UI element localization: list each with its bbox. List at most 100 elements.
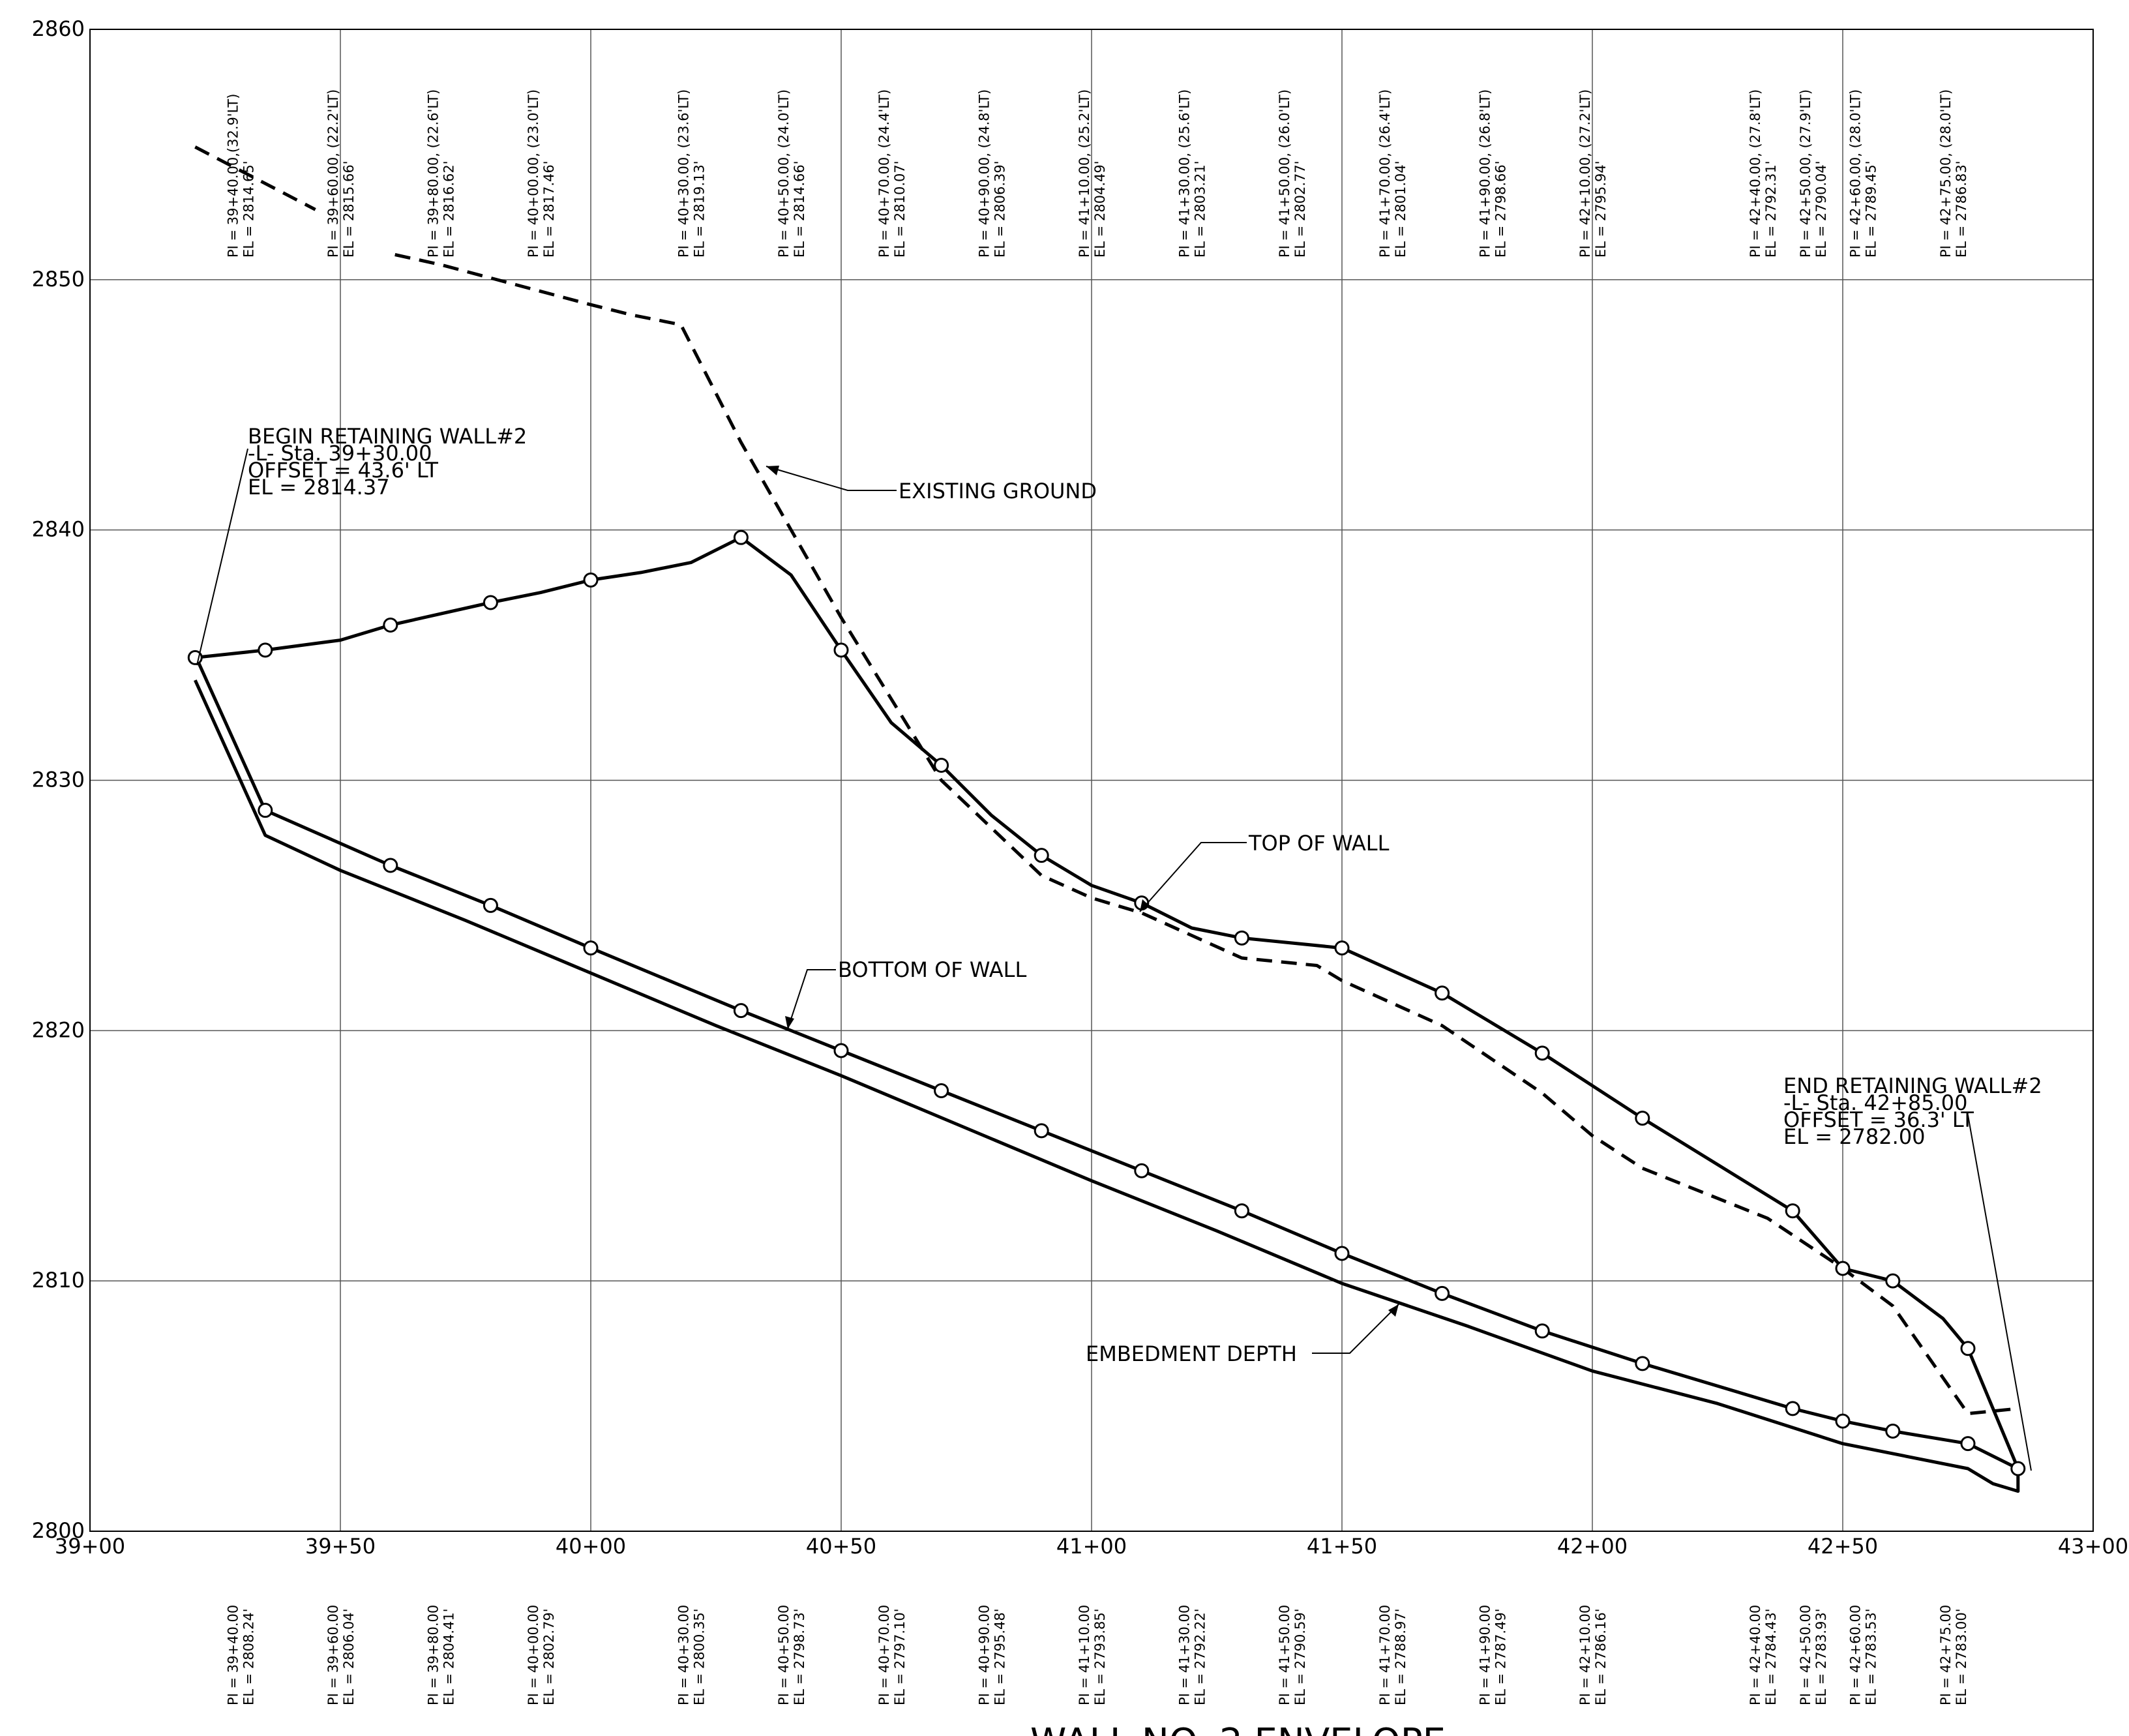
end-wall-line-1: END RETAINING WALL#2 [1783,1073,2042,1098]
begin-wall-line-3: OFFSET = 43.6' LT [248,458,438,483]
bottom-marker-0 [258,803,273,818]
bottom-pi-label-2: PI = 39+80.00 [426,1605,441,1705]
top-el-label-4: EL = 2819.13' [692,160,707,258]
y-tick-label-2: 2820 [32,1017,85,1042]
embedment-depth-note: EMBEDMENT DEPTH [1086,1304,1399,1366]
bottom-marker-7 [1034,1123,1049,1139]
top-el-label-13: EL = 2795.94' [1593,160,1609,258]
end-wall-note: END RETAINING WALL#2 -L- Sta. 42+85.00 O… [1783,1073,2042,1471]
bottom-marker-5 [833,1043,849,1058]
top-el-label-15: EL = 2790.04' [1813,160,1829,258]
bottom-el-label-3: EL = 2802.79' [541,1608,557,1705]
top-marker-4 [583,572,599,588]
x-tick-label-6: 42+00 [1557,1534,1628,1559]
bottom-pi-label-15: PI = 42+50.00 [1798,1605,1813,1705]
bottom-pi-label-12: PI = 41+90.00 [1477,1605,1493,1705]
bottom-el-label-9: EL = 2792.22' [1193,1608,1208,1705]
bottom-pi-label-4: PI = 40+30.00 [676,1605,692,1705]
grid-lines [89,29,2094,1532]
top-marker-3 [483,595,498,610]
top-marker-14 [1635,1111,1650,1126]
series-line-bottom-of-wall [194,654,2019,1471]
bottom-pi-label-8: PI = 41+10.00 [1077,1605,1092,1705]
bottom-pi-label-11: PI = 41+70.00 [1377,1605,1393,1705]
series-line-existing-ground [395,253,2019,1416]
top-el-label-0: EL = 2814.65' [241,160,256,258]
top-marker-2 [383,618,398,633]
x-tick-label-3: 40+50 [806,1534,876,1559]
top-pi-label-10: PI = 41+50.00, (26.0'LT) [1277,89,1292,258]
y-tick-label-5: 2850 [32,267,85,292]
bottom-el-label-6: EL = 2797.10' [892,1608,908,1705]
bottom-pi-label-0: PI = 39+40.00 [225,1605,241,1705]
top-pi-label-3: PI = 40+00.00, (23.0'LT) [526,89,541,258]
y-tick-label-0: 2800 [32,1518,85,1543]
bottom-marker-17 [1960,1436,1976,1452]
top-pi-label-16: PI = 42+60.00, (28.0'LT) [1848,89,1864,258]
existing-ground-label: EXISTING GROUND [899,479,1097,503]
bottom-el-label-13: EL = 2786.16' [1593,1608,1609,1705]
bottom-pi-label-3: PI = 40+00.00 [526,1605,541,1705]
x-tick-label-2: 40+00 [556,1534,626,1559]
top-el-label-12: EL = 2798.66' [1493,160,1508,258]
bottom-marker-6 [934,1083,949,1098]
bottom-marker-13 [1635,1356,1650,1371]
bottom-pi-label-14: PI = 42+40.00 [1748,1605,1763,1705]
top-marker-17 [1885,1273,1901,1289]
y-tick-label-3: 2830 [32,768,85,792]
bottom-pi-label-16: PI = 42+60.00 [1848,1605,1864,1705]
top-pi-label-2: PI = 39+80.00, (22.6'LT) [426,89,441,258]
bottom-el-label-7: EL = 2795.48' [992,1608,1007,1705]
embedment-depth-label: EMBEDMENT DEPTH [1086,1341,1297,1366]
top-marker-19 [2010,1461,2026,1476]
begin-wall-line-1: BEGIN RETAINING WALL#2 [248,424,527,449]
top-of-wall-label: TOP OF WALL [1248,831,1390,856]
y-tick-label-1: 2810 [32,1268,85,1293]
axis-tick-labels: 39+00 39+50 40+00 40+50 41+00 41+50 42+00 42+50… [32,16,2129,1559]
x-tick-label-5: 41+50 [1307,1534,1377,1559]
end-wall-line-2: -L- Sta. 42+85.00 [1783,1090,1967,1115]
bottom-pi-label-5: PI = 40+50.00 [776,1605,792,1705]
top-el-label-17: EL = 2786.83' [1954,160,1969,258]
top-pi-label-7: PI = 40+90.00, (24.8'LT) [976,89,992,258]
bottom-el-label-11: EL = 2788.97' [1393,1608,1408,1705]
top-el-label-6: EL = 2810.07' [892,160,908,258]
bottom-marker-10 [1334,1246,1350,1261]
top-el-label-7: EL = 2806.39' [992,160,1007,258]
end-wall-line-4: EL = 2782.00 [1783,1124,1926,1149]
top-el-label-14: EL = 2792.31' [1763,160,1779,258]
bottom-marker-3 [583,940,599,956]
bottom-el-label-0: EL = 2808.24' [241,1608,256,1705]
bottom-of-wall-label: BOTTOM OF WALL [838,957,1026,982]
bottom-pi-label-9: PI = 41+30.00 [1177,1605,1193,1705]
top-el-label-1: EL = 2815.66' [341,160,357,258]
bottom-el-label-1: EL = 2806.04' [341,1608,357,1705]
plot-frame [89,29,2094,1532]
top-marker-11 [1334,940,1350,956]
top-marker-13 [1534,1045,1550,1061]
top-pi-label-5: PI = 40+50.00, (24.0'LT) [776,89,792,258]
x-tick-label-4: 41+00 [1056,1534,1127,1559]
y-tick-label-4: 2840 [32,517,85,542]
existing-ground-arrowhead [766,466,779,475]
top-pi-label-0: PI = 39+40.00,(32.9'LT) [225,94,241,258]
bottom-el-label-2: EL = 2804.41' [441,1608,457,1705]
top-pi-label-1: PI = 39+60.00, (22.2'LT) [325,89,341,258]
bottom-el-label-12: EL = 2787.49' [1493,1608,1508,1705]
top-el-label-16: EL = 2789.45' [1864,160,1879,258]
bottom-el-label-4: EL = 2800.35' [692,1608,707,1705]
bottom-el-label-17: EL = 2783.00' [1954,1608,1969,1705]
top-pi-label-8: PI = 41+10.00, (25.2'LT) [1077,89,1092,258]
begin-wall-note: BEGIN RETAINING WALL#2 -L- Sta. 39+30.00… [196,424,527,666]
bottom-pi-label-17: PI = 42+75.00 [1938,1605,1954,1705]
top-marker-7 [934,757,949,773]
bottom-of-wall-arrowhead [785,1016,794,1029]
series-line-embedment-depth [194,679,2020,1493]
x-tick-label-1: 39+50 [305,1534,376,1559]
top-pi-label-15: PI = 42+50.00, (27.9'LT) [1798,89,1813,258]
bottom-el-label-16: EL = 2783.53' [1864,1608,1879,1705]
begin-wall-leader [196,448,248,666]
top-el-label-3: EL = 2817.46' [541,160,557,258]
top-marker-12 [1435,985,1450,1001]
end-wall-leader [1967,1115,2032,1471]
